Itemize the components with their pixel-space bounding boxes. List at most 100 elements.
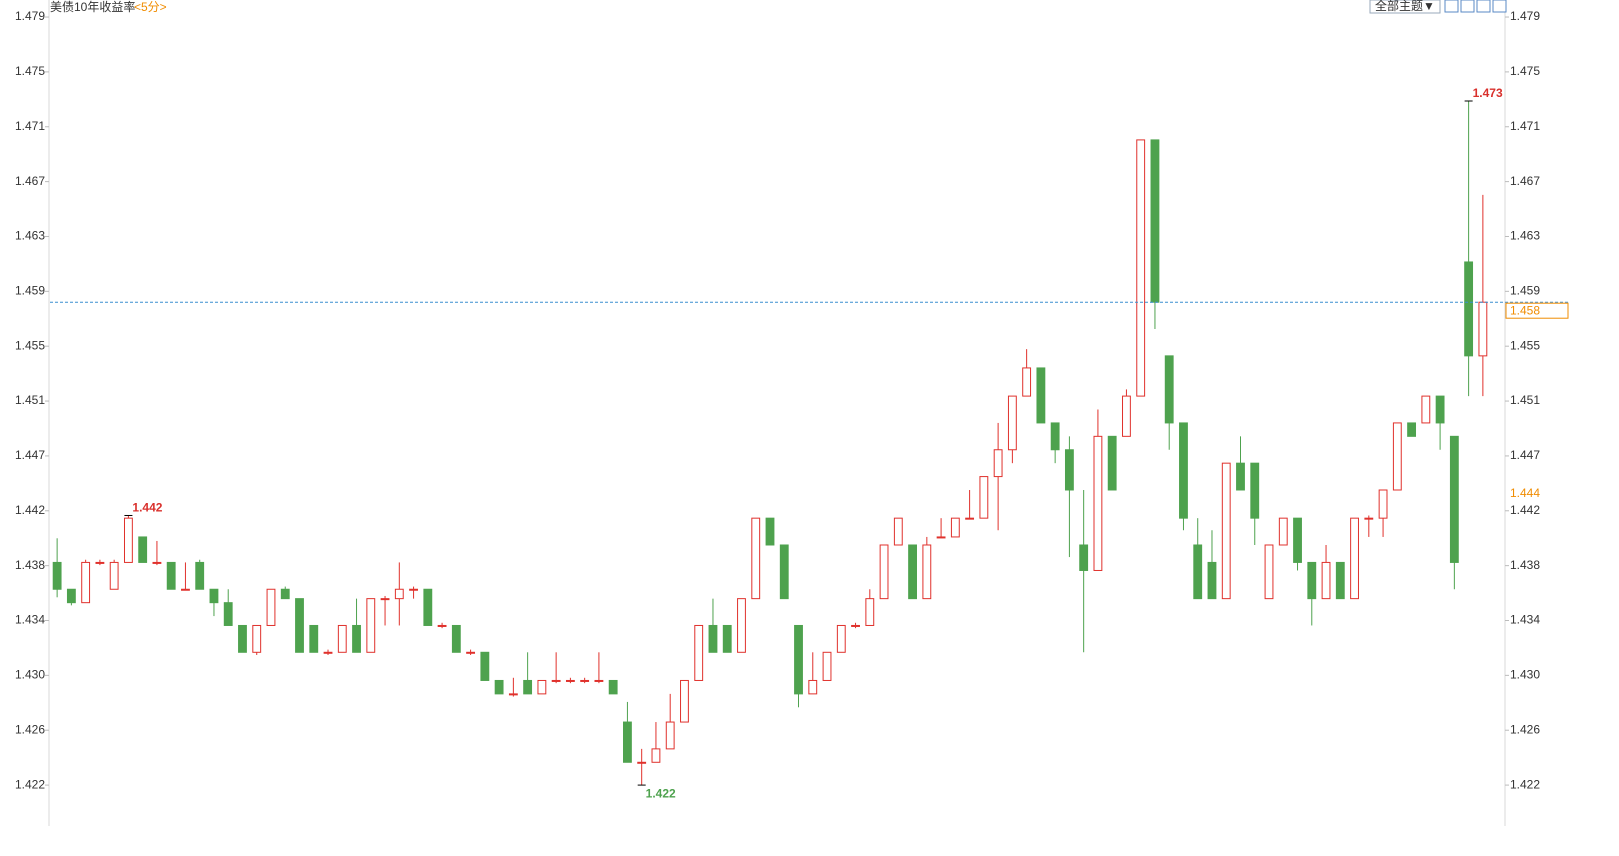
body	[1378, 489, 1388, 519]
icon[interactable]	[1460, 0, 1475, 13]
extreme-label: 1.473	[1473, 86, 1503, 100]
body	[737, 598, 746, 653]
body	[1022, 367, 1032, 397]
body	[238, 624, 247, 653]
body	[1364, 517, 1374, 520]
body	[66, 588, 76, 604]
body	[993, 449, 1003, 478]
body	[95, 561, 105, 564]
body	[1193, 544, 1203, 600]
body	[551, 679, 561, 682]
body	[480, 651, 490, 681]
y-tick-label: 1.430	[15, 668, 45, 682]
body	[1278, 517, 1288, 546]
body	[1464, 261, 1474, 357]
theme-button[interactable]	[1369, 0, 1441, 14]
body	[879, 544, 889, 600]
body	[1307, 561, 1317, 600]
y-tick-label-right: 1.479	[1510, 9, 1540, 23]
body	[1122, 395, 1131, 437]
body	[337, 624, 347, 653]
y-tick-label: 1.479	[15, 9, 45, 23]
body	[223, 602, 233, 626]
body	[437, 624, 447, 627]
body	[523, 679, 533, 695]
body	[950, 517, 960, 538]
body	[366, 598, 376, 653]
body	[1036, 367, 1046, 424]
body	[665, 721, 675, 750]
body	[794, 624, 803, 695]
body	[280, 588, 290, 600]
body	[1293, 517, 1302, 563]
icon[interactable]	[1492, 0, 1507, 13]
y-tick-label-right: 1.447	[1510, 448, 1540, 462]
body	[979, 476, 989, 519]
body	[152, 561, 162, 564]
body	[1421, 395, 1431, 424]
body	[1321, 561, 1331, 600]
body	[651, 748, 661, 763]
body	[52, 561, 62, 590]
body	[295, 598, 304, 653]
theme-button-label[interactable]: 全部主题▼	[1375, 0, 1435, 13]
body	[893, 517, 903, 546]
body	[1250, 462, 1260, 519]
toolbar-icons	[1444, 0, 1507, 13]
y-tick-label-right: 1.422	[1510, 777, 1540, 791]
y-tick-label-right: 1.426	[1510, 722, 1540, 736]
y-tick-label-right: 1.442	[1510, 503, 1540, 517]
body	[1107, 435, 1117, 491]
last-price-label: 1.458	[1510, 303, 1540, 317]
body	[123, 517, 133, 563]
body	[537, 679, 547, 695]
body	[181, 588, 190, 591]
y-tick-label-right: 1.463	[1510, 229, 1540, 243]
body	[394, 588, 404, 600]
body	[451, 624, 461, 653]
body	[1392, 422, 1402, 491]
body	[81, 561, 91, 604]
body	[1407, 422, 1417, 437]
body	[423, 588, 433, 626]
body	[466, 651, 476, 654]
y-tick-label: 1.471	[15, 119, 45, 133]
body	[352, 624, 361, 653]
body	[751, 517, 761, 600]
body	[936, 536, 946, 539]
body	[1264, 544, 1274, 600]
body	[779, 544, 789, 600]
body	[166, 561, 176, 590]
body	[822, 651, 832, 681]
body	[1179, 422, 1188, 519]
icon[interactable]	[1444, 0, 1459, 13]
body	[694, 624, 704, 681]
body	[836, 624, 846, 653]
body	[309, 624, 319, 653]
body	[1207, 561, 1217, 600]
body	[109, 561, 119, 590]
body	[765, 517, 775, 546]
y-tick-label-right: 1.459	[1510, 284, 1540, 298]
body	[1350, 517, 1359, 600]
y-tick-label: 1.475	[15, 64, 45, 78]
body	[594, 679, 604, 682]
y-tick-label: 1.455	[15, 338, 45, 352]
body	[1136, 139, 1146, 397]
body	[922, 544, 932, 600]
body	[808, 679, 818, 695]
body	[965, 517, 975, 520]
body	[1093, 435, 1103, 571]
body	[266, 588, 276, 626]
extreme-label: 1.442	[132, 501, 162, 515]
body	[580, 679, 590, 682]
body	[1236, 462, 1245, 491]
body	[1050, 422, 1060, 451]
body	[1221, 462, 1231, 600]
last-price-box	[1505, 302, 1569, 319]
body	[1335, 561, 1345, 600]
body	[209, 588, 219, 604]
body	[680, 679, 689, 723]
icon[interactable]	[1476, 0, 1491, 13]
